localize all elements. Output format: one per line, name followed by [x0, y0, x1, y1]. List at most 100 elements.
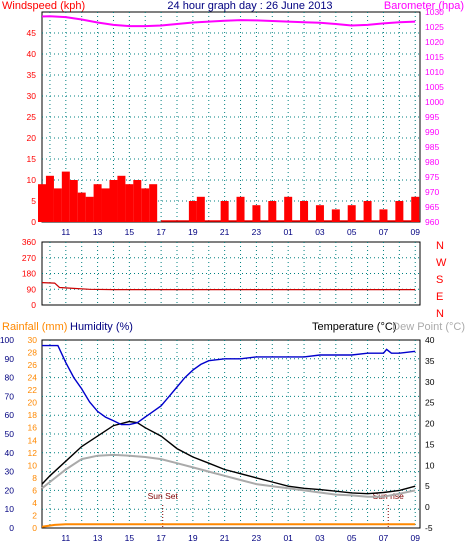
windspeed-bar — [347, 205, 356, 222]
direction-tick-label: 90 — [27, 284, 37, 294]
rainfall-tick-label: 20 — [28, 398, 38, 408]
compass-label: S — [436, 274, 443, 286]
barometer-axis-title: Barometer (hpa) — [384, 0, 464, 12]
compass-label: N — [436, 240, 444, 252]
temperature-tick-label: 15 — [425, 439, 435, 449]
windspeed-tick-label: 15 — [27, 154, 37, 164]
humidity-line — [42, 344, 416, 426]
windspeed-bar — [196, 196, 205, 222]
windspeed-tick-label: 25 — [27, 112, 37, 122]
rainfall-tick-label: 22 — [28, 385, 38, 395]
windspeed-bar — [69, 180, 78, 222]
temp-x-tick-label: 09 — [411, 533, 421, 543]
rainfall-tick-label: 6 — [32, 485, 37, 495]
temp-x-tick-label: 21 — [220, 533, 230, 543]
temperature-tick-label: 35 — [425, 356, 435, 366]
windspeed-bar — [85, 196, 94, 222]
humidity-tick-label: 30 — [5, 467, 15, 477]
barometer-tick-label: 965 — [425, 202, 439, 212]
temp-x-tick-label: 11 — [61, 533, 70, 543]
windspeed-bar — [331, 209, 340, 222]
rainfall-tick-label: 16 — [28, 423, 38, 433]
direction-tick-label: 0 — [31, 300, 36, 310]
rainfall-tick-label: 10 — [28, 460, 38, 470]
barometer-tick-label: 1025 — [425, 22, 444, 32]
windspeed-bar — [395, 201, 404, 222]
wind-x-tick-label: 05 — [347, 227, 357, 237]
windspeed-bar — [188, 201, 197, 222]
temperature-tick-label: -5 — [425, 523, 433, 533]
windspeed-tick-label: 30 — [27, 91, 37, 101]
temp-x-tick-label: 01 — [283, 533, 293, 543]
humidity-tick-label: 20 — [5, 485, 15, 495]
windspeed-bar — [77, 192, 86, 222]
rainfall-tick-label: 14 — [28, 435, 38, 445]
sun-event-label: Sun Set — [148, 491, 179, 501]
rainfall-tick-label: 24 — [28, 373, 38, 383]
humidity-tick-label: 10 — [5, 504, 15, 514]
wind-x-tick-label: 19 — [188, 227, 198, 237]
rainfall-tick-label: 4 — [32, 498, 37, 508]
temperature-axis-title: Temperature (°C) — [312, 321, 396, 333]
barometer-tick-label: 1015 — [425, 52, 444, 62]
humidity-tick-label: 80 — [5, 373, 15, 383]
rainfall-tick-label: 26 — [28, 360, 38, 370]
temp-x-tick-label: 13 — [93, 533, 103, 543]
wind-x-tick-label: 23 — [252, 227, 262, 237]
temperature-tick-label: 10 — [425, 460, 435, 470]
windspeed-bar — [220, 201, 229, 222]
barometer-tick-label: 1030 — [425, 7, 444, 17]
barometer-tick-label: 995 — [425, 112, 439, 122]
windspeed-bar — [109, 180, 118, 222]
windspeed-tick-label: 10 — [27, 175, 37, 185]
windspeed-bar — [61, 171, 70, 222]
temp-x-tick-label: 17 — [156, 533, 166, 543]
rainfall-tick-label: 28 — [28, 348, 38, 358]
wind-panel-frame — [41, 11, 421, 223]
temperature-tick-label: 40 — [425, 335, 435, 345]
windspeed-bar — [45, 175, 54, 222]
barometer-tick-label: 1020 — [425, 37, 444, 47]
windspeed-bar — [363, 201, 372, 222]
humidity-tick-label: 0 — [9, 523, 14, 533]
barometer-tick-label: 960 — [425, 217, 439, 227]
windspeed-bar — [93, 184, 102, 222]
humidity-tick-label: 60 — [5, 410, 15, 420]
rainfall-line — [41, 523, 416, 528]
humidity-tick-label: 100 — [0, 335, 14, 345]
wind-x-tick-label: 21 — [220, 227, 230, 237]
humidity-tick-label: 50 — [5, 429, 15, 439]
rainfall-tick-label: 18 — [28, 410, 38, 420]
temp-x-tick-label: 03 — [315, 533, 325, 543]
wind-x-tick-label: 01 — [283, 227, 293, 237]
barometer-tick-label: 975 — [425, 172, 439, 182]
wind-direction-line — [41, 282, 416, 291]
rainfall-tick-label: 30 — [28, 335, 38, 345]
compass-label: N — [436, 308, 444, 320]
windspeed-bar — [252, 205, 261, 222]
direction-tick-label: 360 — [22, 237, 36, 247]
humidity-tick-label: 40 — [5, 448, 15, 458]
windspeed-bar — [133, 180, 142, 222]
windspeed-bar — [236, 196, 245, 222]
temperature-tick-label: 20 — [425, 419, 435, 429]
windspeed-tick-label: 40 — [27, 49, 37, 59]
wind-x-tick-label: 17 — [156, 227, 166, 237]
wind-x-tick-label: 09 — [411, 227, 421, 237]
rainfall-tick-label: 0 — [32, 523, 37, 533]
humidity-axis-title: Humidity (%) — [70, 321, 133, 333]
windspeed-bar — [411, 196, 420, 222]
barometer-tick-label: 970 — [425, 187, 439, 197]
temperature-line — [41, 420, 416, 495]
direction-tick-label: 270 — [22, 253, 36, 263]
wind-x-tick-label: 13 — [93, 227, 103, 237]
windspeed-axis-title: Windspeed (kph) — [2, 0, 85, 12]
compass-label: W — [436, 257, 447, 269]
rainfall-axis-title: Rainfall (mm) — [2, 321, 67, 333]
compass-label: E — [436, 291, 443, 303]
barometer-tick-label: 1005 — [425, 82, 444, 92]
temperature-tick-label: 30 — [425, 377, 435, 387]
humidity-tick-label: 70 — [5, 391, 15, 401]
barometer-tick-label: 990 — [425, 127, 439, 137]
